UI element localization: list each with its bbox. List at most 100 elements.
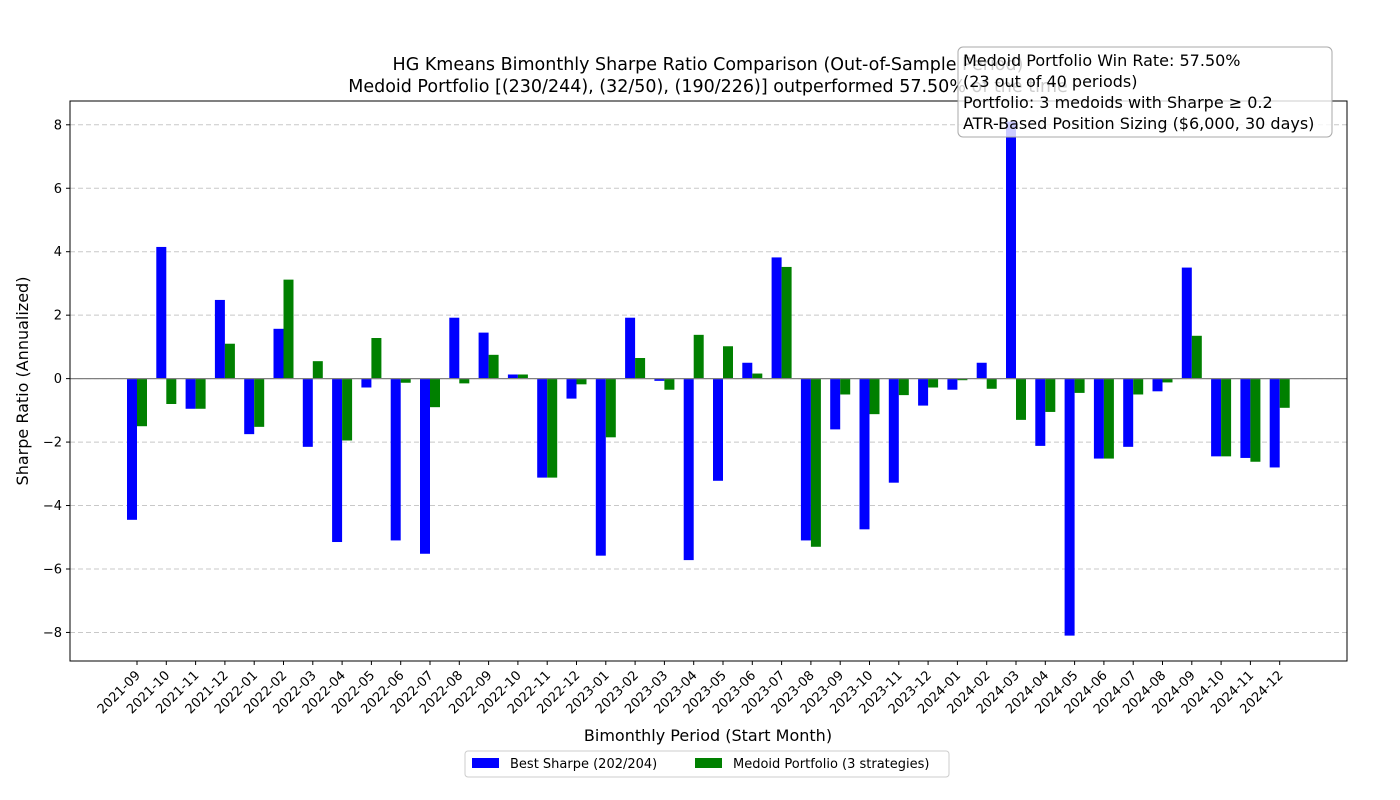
bar-medoid-portfolio	[986, 378, 997, 389]
y-axis-label: Sharpe Ratio (Annualized)	[13, 277, 32, 486]
bar-best-sharpe	[1035, 378, 1046, 446]
bar-medoid-portfolio	[371, 338, 382, 379]
bar-best-sharpe	[273, 328, 284, 379]
chart-title-line-1: HG Kmeans Bimonthly Sharpe Ratio Compari…	[393, 55, 1024, 75]
bar-medoid-portfolio	[547, 378, 558, 478]
bar-medoid-portfolio	[723, 346, 733, 379]
bar-medoid-portfolio	[1016, 378, 1026, 420]
bar-medoid-portfolio	[928, 378, 939, 388]
bar-medoid-portfolio	[166, 378, 177, 405]
bar-medoid-portfolio	[869, 378, 880, 415]
bar-medoid-portfolio	[664, 378, 675, 390]
y-tick-label: 0	[54, 372, 62, 387]
bar-best-sharpe	[1240, 378, 1251, 458]
bar-medoid-portfolio	[1279, 378, 1290, 408]
bar-medoid-portfolio	[459, 378, 470, 384]
bar-best-sharpe	[420, 378, 430, 554]
info-line-4: ATR-Based Position Sizing ($6,000, 30 da…	[963, 114, 1314, 133]
bar-best-sharpe	[244, 378, 255, 435]
bar-best-sharpe	[683, 378, 694, 561]
bar-best-sharpe	[185, 378, 196, 409]
bar-best-sharpe	[156, 246, 167, 379]
bar-medoid-portfolio	[898, 378, 909, 396]
bar-medoid-portfolio	[224, 343, 235, 379]
bar-best-sharpe	[566, 378, 577, 399]
bar-medoid-portfolio	[1045, 378, 1056, 412]
bar-medoid-portfolio	[957, 378, 968, 381]
bar-best-sharpe	[332, 378, 343, 543]
bar-medoid-portfolio	[1074, 378, 1085, 393]
bar-best-sharpe	[1211, 378, 1222, 457]
y-tick-label: −8	[43, 626, 62, 641]
bar-best-sharpe	[859, 378, 870, 530]
bar-medoid-portfolio	[1133, 378, 1144, 395]
bar-medoid-portfolio	[810, 378, 821, 547]
bar-best-sharpe	[800, 378, 811, 541]
y-tick-label: 2	[54, 309, 62, 324]
bar-best-sharpe	[361, 378, 372, 388]
bar-best-sharpe	[595, 378, 606, 556]
bar-medoid-portfolio	[1250, 378, 1261, 462]
info-line-2: (23 out of 40 periods)	[963, 72, 1137, 91]
bar-medoid-portfolio	[840, 378, 851, 395]
bar-best-sharpe	[1181, 267, 1192, 379]
bar-best-sharpe	[127, 378, 137, 520]
bar-best-sharpe	[625, 317, 636, 379]
bar-best-sharpe	[1064, 378, 1075, 636]
bar-best-sharpe	[654, 378, 665, 381]
chart-title-line-2: Medoid Portfolio [(230/244), (32/50), (1…	[348, 77, 1068, 97]
bar-medoid-portfolio	[605, 378, 616, 438]
bar-medoid-portfolio	[488, 354, 499, 379]
bar-medoid-portfolio	[312, 361, 323, 379]
y-tick-label: 6	[54, 182, 62, 197]
bar-medoid-portfolio	[430, 378, 440, 408]
bar-medoid-portfolio	[1103, 378, 1114, 459]
legend-label-best-sharpe: Best Sharpe (202/204)	[510, 757, 657, 772]
y-tick-label: −2	[43, 436, 62, 451]
bar-best-sharpe	[390, 378, 401, 541]
bar-best-sharpe	[976, 362, 987, 379]
bar-best-sharpe	[478, 332, 489, 379]
bar-medoid-portfolio	[517, 374, 528, 379]
bar-medoid-portfolio	[195, 378, 206, 409]
bar-best-sharpe	[507, 374, 518, 379]
bar-best-sharpe	[1152, 378, 1163, 392]
bar-medoid-portfolio	[254, 378, 265, 427]
y-tick-label: 4	[54, 245, 62, 260]
bar-medoid-portfolio	[576, 378, 587, 385]
y-tick-label: −6	[43, 562, 62, 577]
bar-best-sharpe	[1093, 378, 1104, 459]
info-box: Medoid Portfolio Win Rate: 57.50% (23 ou…	[957, 46, 1333, 138]
bar-best-sharpe	[947, 378, 958, 390]
legend-swatch-best-sharpe	[472, 758, 499, 768]
y-tick-label: 8	[54, 118, 62, 133]
x-axis: 2021-092021-102021-112021-122022-012022-…	[95, 661, 1287, 717]
bar-best-sharpe	[1123, 378, 1134, 447]
legend-swatch-medoid	[695, 758, 722, 768]
bar-best-sharpe	[537, 378, 548, 478]
bar-medoid-portfolio	[1162, 378, 1173, 383]
x-axis-label: Bimonthly Period (Start Month)	[584, 726, 832, 745]
legend: Best Sharpe (202/204) Medoid Portfolio (…	[464, 750, 950, 778]
info-line-1: Medoid Portfolio Win Rate: 57.50%	[963, 51, 1241, 70]
bar-best-sharpe	[214, 299, 225, 379]
bar-medoid-portfolio	[752, 373, 763, 379]
bar-best-sharpe	[771, 257, 782, 379]
bar-medoid-portfolio	[342, 378, 353, 441]
bar-best-sharpe	[1006, 121, 1016, 379]
bar-medoid-portfolio	[137, 378, 147, 427]
bars	[127, 121, 1290, 636]
legend-label-medoid: Medoid Portfolio (3 strategies)	[733, 757, 930, 772]
bar-best-sharpe	[302, 378, 313, 447]
bar-medoid-portfolio	[400, 378, 411, 383]
plot-area	[69, 100, 1348, 662]
bar-best-sharpe	[830, 378, 841, 430]
bar-medoid-portfolio	[1221, 378, 1232, 457]
bar-best-sharpe	[449, 317, 460, 379]
y-tick-label: −4	[43, 499, 62, 514]
info-line-3: Portfolio: 3 medoids with Sharpe ≥ 0.2	[963, 93, 1273, 112]
bar-medoid-portfolio	[781, 266, 792, 379]
y-axis: 8 6 4 2 0 −2 −4 −6 −8	[43, 118, 70, 641]
bar-medoid-portfolio	[635, 357, 646, 379]
